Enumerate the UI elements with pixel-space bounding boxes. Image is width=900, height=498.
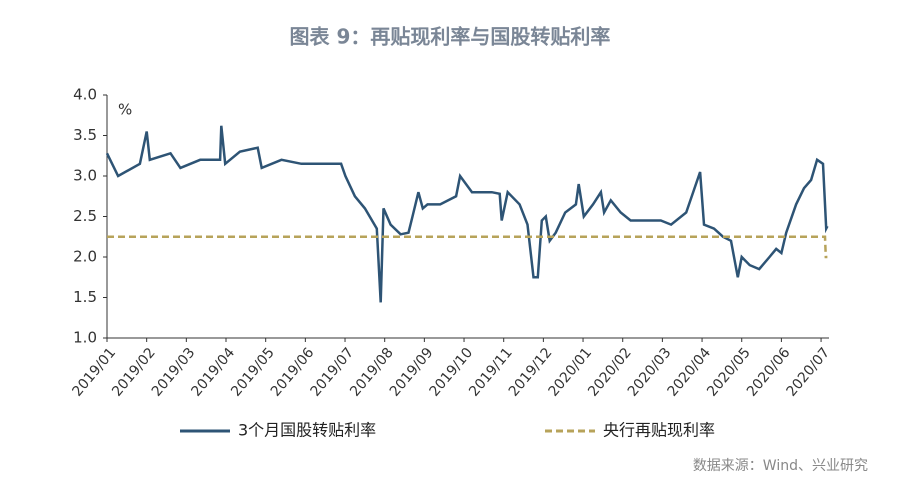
source-note: 数据来源：Wind、兴业研究: [693, 458, 868, 474]
y-tick-label: 2.5: [73, 207, 97, 225]
y-tick-label: 3.0: [73, 167, 97, 185]
legend-label: 央行再贴现利率: [603, 421, 715, 440]
y-tick-label: 3.5: [73, 126, 97, 144]
y-tick-label: 1.5: [73, 288, 97, 306]
y-unit: %: [118, 101, 132, 119]
series-line: [105, 125, 829, 303]
legend-label: 3个月国股转贴利率: [238, 421, 376, 440]
y-tick-label: 2.0: [73, 248, 97, 266]
chart-title: 图表 9：再贴现利率与国股转贴利率: [290, 25, 611, 49]
series-line: [107, 235, 828, 259]
y-tick-label: 1.0: [73, 329, 97, 347]
y-tick-label: 4.0: [73, 86, 97, 104]
